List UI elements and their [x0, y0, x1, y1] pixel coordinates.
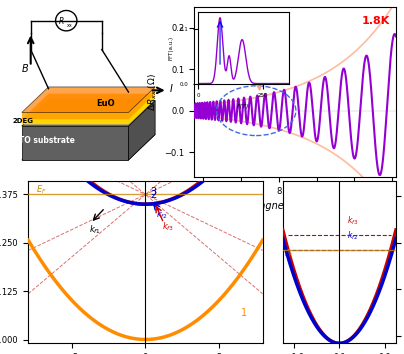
Polygon shape — [22, 126, 128, 160]
Polygon shape — [22, 119, 128, 124]
Polygon shape — [128, 101, 155, 160]
Text: B: B — [22, 64, 29, 74]
Text: $k_{f3}$: $k_{f3}$ — [162, 220, 174, 233]
Text: 2DEG: 2DEG — [13, 118, 34, 124]
Polygon shape — [22, 94, 155, 119]
Text: $k_{f3}$: $k_{f3}$ — [347, 214, 358, 227]
Polygon shape — [22, 101, 155, 126]
Text: $k_{f2}$: $k_{f2}$ — [156, 209, 168, 221]
Text: $E_F$: $E_F$ — [36, 184, 46, 196]
Text: xx: xx — [67, 23, 73, 28]
Text: 1.8K: 1.8K — [362, 16, 390, 25]
Text: I: I — [169, 84, 172, 94]
Text: $E_F$: $E_F$ — [284, 248, 294, 261]
Polygon shape — [128, 87, 155, 119]
Polygon shape — [22, 113, 128, 119]
Y-axis label: $\Delta R_{xx}$ ($\Omega$): $\Delta R_{xx}$ ($\Omega$) — [146, 73, 158, 111]
Text: EuO: EuO — [97, 99, 115, 108]
Text: 3: 3 — [150, 187, 156, 197]
Polygon shape — [128, 94, 155, 124]
Polygon shape — [22, 87, 155, 113]
Text: $k_{f1}$: $k_{f1}$ — [89, 224, 101, 236]
Text: 2: 2 — [150, 190, 156, 200]
Polygon shape — [22, 99, 155, 124]
Polygon shape — [22, 135, 155, 160]
X-axis label: Magnetic Field (T): Magnetic Field (T) — [251, 201, 339, 211]
Text: $k_{f2}$: $k_{f2}$ — [347, 230, 358, 242]
Text: 1: 1 — [241, 308, 247, 318]
Text: R: R — [59, 17, 64, 26]
Text: KTO substrate: KTO substrate — [13, 136, 75, 145]
